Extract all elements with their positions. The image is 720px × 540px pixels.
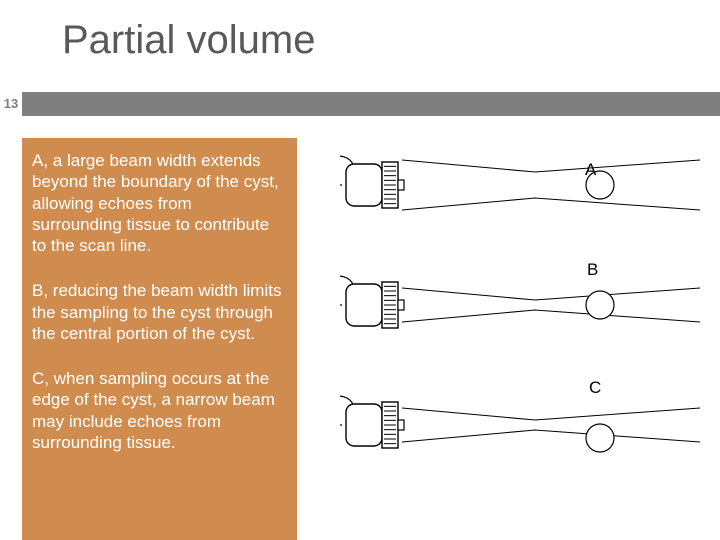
beam-diagram — [340, 150, 710, 510]
paragraph-a: A, a large beam width extends beyond the… — [32, 150, 285, 256]
diagram-label-b: B — [587, 260, 598, 280]
slide-number: 13 — [0, 92, 22, 116]
paragraph-b: B, reducing the beam width limits the sa… — [32, 280, 285, 344]
diagram-label-c: C — [589, 378, 601, 398]
header-bar — [0, 92, 720, 116]
paragraph-c: C, when sampling occurs at the edge of t… — [32, 368, 285, 453]
diagram-area: A B C — [340, 150, 710, 520]
text-panel: A, a large beam width extends beyond the… — [22, 138, 297, 540]
diagram-label-a: A — [585, 160, 596, 180]
slide-title: Partial volume — [62, 18, 315, 63]
